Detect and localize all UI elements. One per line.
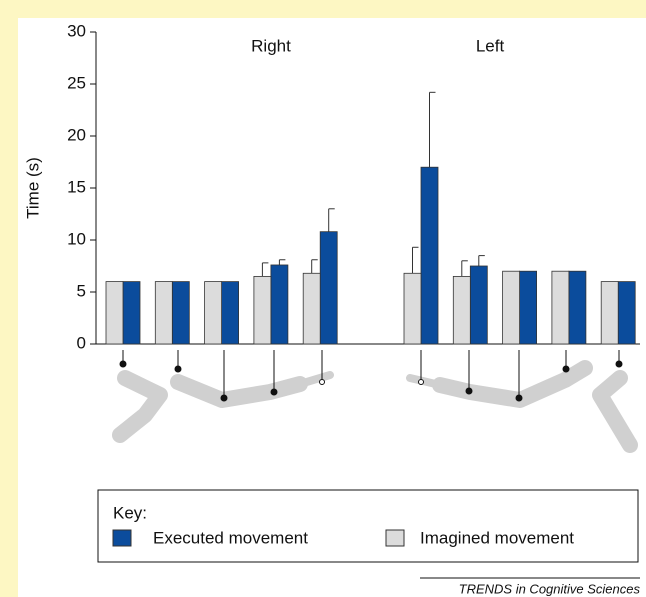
y-tick-label: 10 [67, 229, 86, 248]
legend-title: Key: [113, 503, 147, 522]
bar [172, 282, 189, 344]
bar [123, 282, 140, 344]
bar [271, 265, 288, 344]
bar [470, 266, 487, 344]
bar [155, 282, 172, 344]
y-tick-label: 25 [67, 73, 86, 92]
bar [421, 167, 438, 344]
legend-swatch [386, 530, 404, 546]
bar [320, 232, 337, 344]
annotation: Right [251, 36, 291, 55]
bar [503, 271, 520, 344]
chart: Time (s) Key: TRENDS in Cognitive Scienc… [0, 0, 646, 597]
y-tick-label: 0 [77, 333, 86, 352]
legend-label: Imagined movement [420, 528, 574, 547]
bar [303, 273, 320, 344]
bar [254, 276, 271, 344]
bar [205, 282, 222, 344]
bar [106, 282, 123, 344]
y-tick-label: 15 [67, 177, 86, 196]
legend-box [98, 490, 638, 562]
bar [618, 282, 635, 344]
legend-label: Executed movement [153, 528, 308, 547]
bar [222, 282, 239, 344]
source: TRENDS in Cognitive Sciences [459, 581, 641, 596]
page: {"chart_data": {"type": "bar", "ylabel":… [0, 0, 646, 597]
y-axis-label: Time (s) [23, 157, 42, 219]
bar [552, 271, 569, 344]
annotation: Left [476, 36, 505, 55]
bar [453, 276, 470, 344]
y-tick-label: 20 [67, 125, 86, 144]
bar [569, 271, 586, 344]
bar [601, 282, 618, 344]
legend-swatch [113, 530, 131, 546]
y-tick-label: 5 [77, 281, 86, 300]
y-tick-label: 30 [67, 21, 86, 40]
bar [520, 271, 537, 344]
bar [404, 273, 421, 344]
